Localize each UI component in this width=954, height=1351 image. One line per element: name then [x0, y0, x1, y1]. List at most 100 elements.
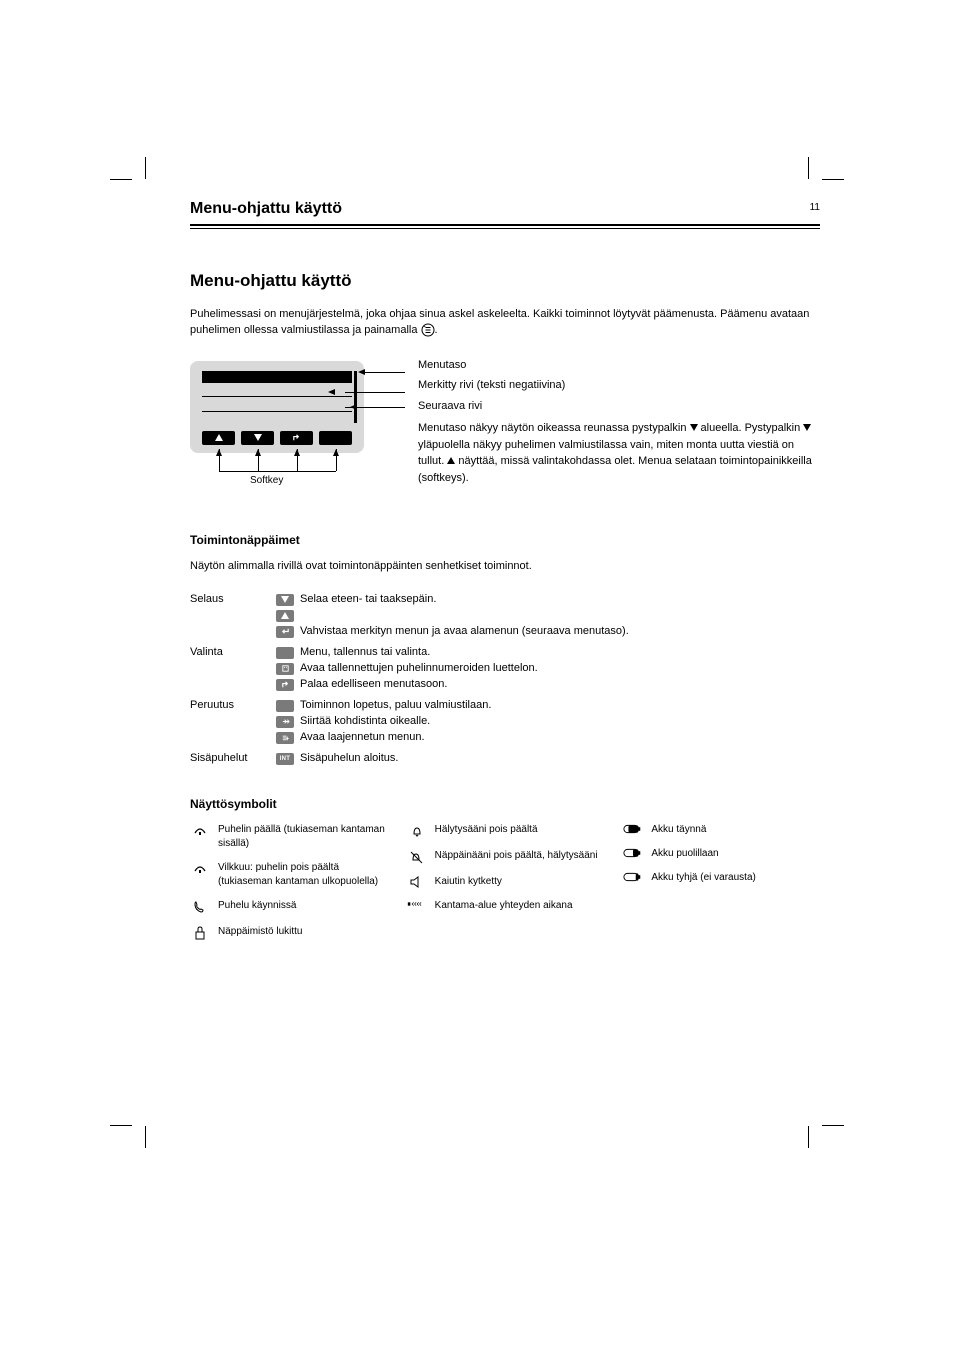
nav-text-1: Menutaso näkyy näytön oikeassa reunassa …	[418, 422, 690, 434]
row-desc: Selaa eteen- tai taaksepäin.	[300, 593, 820, 605]
down-key-icon	[276, 594, 294, 606]
status-item: Akku puolillaan	[623, 847, 820, 861]
softkey-up-icon	[202, 431, 235, 445]
status-item: Vilkkuu: puhelin pois päältä (tukiaseman…	[190, 861, 387, 889]
lcd-row-line	[202, 411, 352, 412]
softkeys-intro: Näytön alimmalla rivillä ovat toimintonä…	[190, 559, 820, 575]
lcd-explainer: Softkey Menutaso Merkitty rivi (teksti n…	[190, 357, 820, 497]
back-key-icon	[276, 679, 294, 691]
row-label: Peruutus	[190, 699, 270, 711]
status-text: Akku puolillaan	[651, 847, 718, 861]
row-desc: Vahvistaa merkityn menun ja avaa alamenu…	[300, 625, 820, 637]
row-desc: Menu, tallennus tai valinta.	[300, 646, 820, 658]
down-triangle-icon	[690, 424, 698, 431]
intro-paragraph: Puhelimessasi on menujärjestelmä, joka o…	[190, 307, 820, 339]
table-row	[190, 609, 820, 622]
callout-line	[219, 471, 336, 472]
row-desc: Toiminnon lopetus, paluu valmiustilaan.	[300, 699, 820, 711]
blank-key-icon	[276, 647, 294, 659]
up-key-icon	[276, 610, 294, 622]
status-item: Näppäinääni pois päältä, hälytysääni	[407, 849, 604, 865]
table-row: Selaus Selaa eteen- tai taaksepäin.	[190, 593, 820, 606]
callout-highlighted-row: Merkitty rivi (teksti negatiivina)	[418, 377, 820, 394]
status-text: Kaiutin kytketty	[435, 875, 502, 889]
row-desc: Palaa edelliseen menutasoon.	[300, 678, 820, 690]
status-column: Puhelin päällä (tukiaseman kantaman sisä…	[190, 823, 387, 951]
phonebook-key-icon	[276, 663, 294, 675]
phone-on-icon	[190, 823, 210, 837]
status-text: Akku tyhjä (ei varausta)	[651, 871, 756, 885]
callout-arrow-icon	[255, 449, 261, 456]
callout-arrow-icon	[294, 449, 300, 456]
table-row: Sisäpuhelut INT Sisäpuhelun aloitus.	[190, 752, 820, 765]
table-row: Vahvistaa merkityn menun ja avaa alamenu…	[190, 625, 820, 638]
lcd-softkey-row	[202, 431, 352, 445]
navigation-paragraph: Menutaso näkyy näytön oikeassa reunassa …	[418, 420, 820, 486]
status-text: Hälytysääni pois päältä	[435, 823, 538, 837]
table-row: Peruutus Toiminnon lopetus, paluu valmiu…	[190, 699, 820, 712]
header-rule-thin	[190, 228, 820, 229]
callout-arrow-icon	[358, 369, 365, 375]
callout-arrow-icon	[350, 404, 357, 410]
lcd-screen-diagram	[190, 361, 364, 453]
status-column: Hälytysääni pois päältä Näppäinääni pois…	[407, 823, 604, 951]
int-key-icon: INT	[276, 753, 294, 765]
status-item: Akku tyhjä (ei varausta)	[623, 871, 820, 885]
status-item: Puhelu käynnissä	[190, 899, 387, 915]
battery-full-icon	[623, 823, 643, 835]
softkey-back-icon	[280, 431, 313, 445]
header-rule-thick	[190, 224, 820, 226]
status-item: Kaiutin kytketty	[407, 875, 604, 889]
callout-next-row: Seuraava rivi	[418, 398, 820, 415]
range-icon	[407, 899, 427, 909]
intro-text: Puhelimessasi on menujärjestelmä, joka o…	[190, 308, 809, 336]
softkey-table: Selaus Selaa eteen- tai taaksepäin. Vahv…	[190, 593, 820, 765]
callout-line	[345, 392, 405, 393]
phone-on-blink-icon	[190, 861, 210, 875]
status-item: Hälytysääni pois päältä	[407, 823, 604, 839]
page-number: 11	[810, 202, 820, 213]
softkeys-heading: Toimintonäppäimet	[190, 533, 820, 547]
row-desc: Siirtää kohdistinta oikealle.	[300, 715, 820, 727]
row-label: Sisäpuhelut	[190, 752, 270, 764]
menu-key-icon	[421, 323, 435, 337]
row-desc: Avaa tallennettujen puhelinnumeroiden lu…	[300, 662, 820, 674]
handset-icon	[190, 899, 210, 915]
row-label: Selaus	[190, 593, 270, 605]
lcd-explainer-text: Menutaso Merkitty rivi (teksti negatiivi…	[418, 357, 820, 497]
battery-empty-icon	[623, 871, 643, 883]
bell-off-icon	[407, 849, 427, 865]
speaker-icon	[407, 875, 427, 889]
softkey-blank	[319, 431, 352, 445]
callout-arrow-icon	[333, 449, 339, 456]
softkey-down-icon	[241, 431, 274, 445]
lcd-menu-level-bar	[354, 371, 357, 423]
page-title: Menu-ohjattu käyttö	[190, 200, 820, 222]
status-text: Näppäinääni pois päältä, hälytysääni	[435, 849, 598, 863]
row-desc: Avaa laajennetun menun.	[300, 731, 820, 743]
softkey-callout-label: Softkey	[250, 475, 283, 486]
status-item: Näppäimistö lukittu	[190, 925, 387, 941]
lock-icon	[190, 925, 210, 941]
status-text: Näppäimistö lukittu	[218, 925, 302, 939]
status-text: Vilkkuu: puhelin pois päältä (tukiaseman…	[218, 861, 387, 889]
callout-arrow-icon	[328, 389, 335, 395]
document-page: Menu-ohjattu käyttö 11 Menu-ohjattu käyt…	[190, 200, 820, 951]
status-column: Akku täynnä Akku puolillaan Akku tyhjä (…	[623, 823, 820, 951]
status-item: Akku täynnä	[623, 823, 820, 837]
menu-plus-key-icon	[276, 732, 294, 744]
status-item: Kantama-alue yhteyden aikana	[407, 899, 604, 913]
status-text: Akku täynnä	[651, 823, 706, 837]
bell-icon	[407, 823, 427, 839]
callout-line	[360, 372, 405, 373]
row-desc: Sisäpuhelun aloitus.	[300, 752, 820, 764]
table-row: Avaa tallennettujen puhelinnumeroiden lu…	[190, 662, 820, 675]
status-item: Puhelin päällä (tukiaseman kantaman sisä…	[190, 823, 387, 851]
row-label: Valinta	[190, 646, 270, 658]
callout-arrow-icon	[216, 449, 222, 456]
status-text: Kantama-alue yhteyden aikana	[435, 899, 573, 913]
table-row: Avaa laajennetun menun.	[190, 731, 820, 744]
table-row: Siirtää kohdistinta oikealle.	[190, 715, 820, 728]
blank-key-icon	[276, 700, 294, 712]
status-symbols-section: Näyttösymbolit Puhelin päällä (tukiasema…	[190, 797, 820, 951]
